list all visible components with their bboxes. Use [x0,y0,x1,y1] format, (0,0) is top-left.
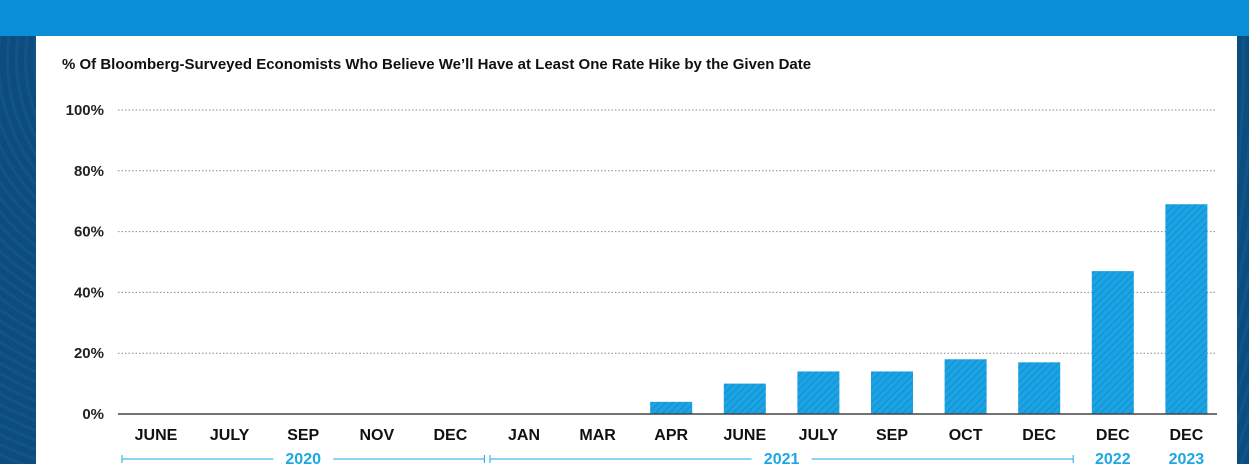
x-category-label: DEC [1170,427,1204,444]
x-category-label: SEP [287,427,319,444]
right-border [1237,36,1249,464]
bar [797,371,840,414]
y-axis-ticks: 0% 20% 40% 60% 80% 100% [66,102,104,423]
left-border [0,36,36,464]
bar [723,383,766,414]
x-category-label: APR [654,427,688,444]
x-category-label: MAR [579,427,616,444]
year-label: 2023 [1169,451,1205,464]
x-category-label: DEC [1022,427,1056,444]
bars [650,204,1208,414]
x-category-label: DEC [434,427,468,444]
y-tick-label: 0% [82,406,104,423]
x-category-label: SEP [876,427,908,444]
year-label: 2020 [285,451,321,464]
x-category-label: JAN [508,427,540,444]
bar [944,359,987,414]
y-tick-label: 80% [74,163,104,180]
x-category-label: OCT [949,427,983,444]
x-category-label: JUNE [723,427,766,444]
year-label: 2021 [764,451,800,464]
bar [1018,362,1061,414]
header-band [0,0,1249,36]
y-tick-label: 60% [74,224,104,241]
gridlines [118,109,1217,354]
x-category-label: JULY [799,427,839,444]
bar [1091,271,1134,414]
year-groups: 2020 2021 2022 2023 [121,451,1205,464]
bar [1165,204,1208,414]
x-category-label: JUNE [135,427,178,444]
x-category-label: DEC [1096,427,1130,444]
year-label: 2022 [1095,451,1131,464]
bar [871,371,913,414]
y-tick-label: 20% [74,345,104,362]
x-category-label: NOV [359,427,394,444]
y-tick-label: 40% [74,284,104,301]
y-tick-label: 100% [66,102,104,119]
x-category-label: JULY [210,427,250,444]
bar [650,401,693,414]
chart-title: % Of Bloomberg-Surveyed Economists Who B… [62,56,812,73]
x-axis-categories: JUNE JULY SEP NOV DEC JAN MAR APR JUNE JULY SEP OCT… [135,427,1204,444]
